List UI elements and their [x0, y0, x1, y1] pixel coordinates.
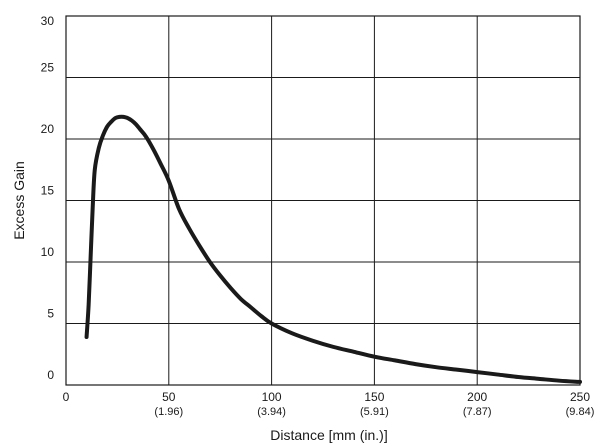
x-tick-label: 50 — [162, 390, 176, 404]
x-tick-label: 150 — [364, 390, 384, 404]
y-tick-label: 20 — [41, 122, 55, 136]
x-axis-ticks: 0 50 (1.96) 100 (3.94) 150 (5.91) 200 (7.87) 250 (… — [63, 390, 595, 418]
y-tick-label: 30 — [41, 14, 55, 28]
y-tick-label: 10 — [41, 245, 55, 259]
grid — [66, 16, 580, 385]
y-tick-label: 5 — [47, 307, 54, 321]
y-tick-label: 25 — [41, 61, 55, 75]
y-axis-ticks: 0 5 10 15 20 25 30 — [41, 14, 55, 382]
y-tick-label: 0 — [47, 368, 54, 382]
x-tick-label: 100 — [262, 390, 282, 404]
x-tick-label: 0 — [63, 390, 70, 404]
y-axis-label: Excess Gain — [11, 161, 27, 240]
x-tick-label: 250 — [570, 390, 590, 404]
series-layer — [84, 114, 582, 384]
y-tick-label: 15 — [41, 184, 55, 198]
x-axis-label: Distance [mm (in.)] — [270, 427, 387, 443]
x-tick-sublabel: (5.91) — [360, 406, 389, 418]
x-tick-sublabel: (3.94) — [257, 406, 286, 418]
x-tick-sublabel: (7.87) — [463, 406, 492, 418]
excess-gain-curve — [84, 114, 582, 384]
x-tick-sublabel: (9.84) — [566, 406, 595, 418]
x-tick-sublabel: (1.96) — [154, 406, 183, 418]
plot-frame — [65, 15, 581, 386]
x-tick-label: 200 — [467, 390, 487, 404]
